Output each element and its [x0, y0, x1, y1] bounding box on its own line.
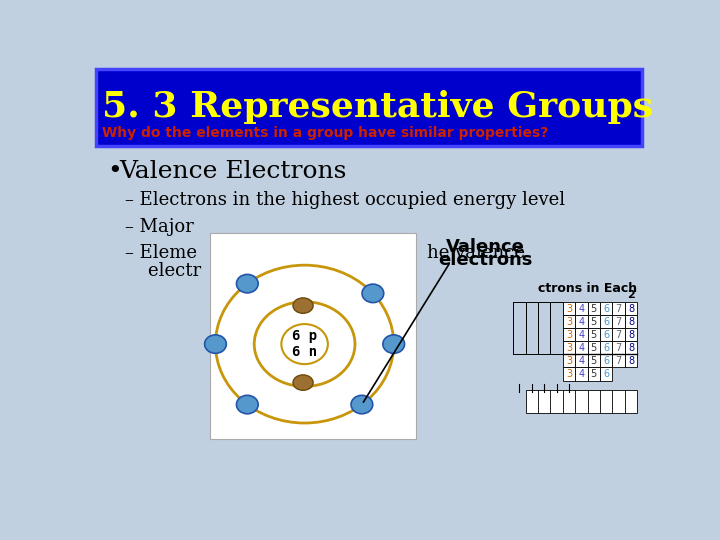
Text: he valence: he valence — [427, 244, 525, 262]
Text: 3: 3 — [566, 356, 572, 366]
Text: Valence Electrons: Valence Electrons — [120, 159, 347, 183]
Bar — [575, 354, 588, 367]
Text: 6: 6 — [603, 330, 609, 340]
Bar — [210, 233, 415, 439]
Text: 7: 7 — [616, 316, 621, 327]
Text: electr: electr — [125, 262, 201, 280]
Bar — [612, 302, 625, 315]
Text: 7: 7 — [616, 330, 621, 340]
Bar — [612, 354, 625, 367]
Ellipse shape — [204, 335, 226, 353]
Text: 5: 5 — [590, 303, 597, 314]
Bar — [563, 354, 575, 367]
Bar — [600, 302, 612, 315]
Text: 6 p
6 n: 6 p 6 n — [292, 329, 317, 359]
Ellipse shape — [383, 335, 405, 353]
Text: ctrons in Each: ctrons in Each — [538, 281, 637, 295]
Text: 6: 6 — [603, 316, 609, 327]
Ellipse shape — [362, 284, 384, 302]
Bar — [563, 302, 575, 315]
Bar — [563, 328, 575, 341]
Text: 5: 5 — [590, 356, 597, 366]
Text: 4: 4 — [578, 356, 585, 366]
Bar — [625, 328, 637, 341]
Bar — [575, 328, 588, 341]
Bar — [612, 315, 625, 328]
Bar — [575, 302, 588, 315]
Text: 8: 8 — [628, 356, 634, 366]
Text: – Major: – Major — [125, 218, 194, 235]
Text: 5: 5 — [590, 316, 597, 327]
Bar — [588, 341, 600, 354]
Text: 6: 6 — [603, 343, 609, 353]
Text: 3: 3 — [566, 316, 572, 327]
Ellipse shape — [293, 375, 313, 390]
Bar — [600, 315, 612, 328]
Bar — [600, 354, 612, 367]
Text: Why do the elements in a group have similar properties?: Why do the elements in a group have simi… — [102, 126, 549, 139]
Text: 4: 4 — [578, 369, 585, 379]
Ellipse shape — [351, 395, 373, 414]
Bar — [526, 390, 637, 413]
Bar — [588, 328, 600, 341]
Bar — [575, 341, 588, 354]
Bar — [600, 367, 612, 381]
Bar — [588, 302, 600, 315]
Text: – Electrons in the highest occupied energy level: – Electrons in the highest occupied ener… — [125, 191, 565, 210]
Text: 3: 3 — [566, 343, 572, 353]
Bar — [588, 367, 600, 381]
Bar — [563, 315, 575, 328]
Bar — [625, 315, 637, 328]
Bar — [575, 367, 588, 381]
Bar — [625, 354, 637, 367]
Bar — [625, 302, 637, 315]
Text: 8: 8 — [628, 343, 634, 353]
Ellipse shape — [236, 395, 258, 414]
Text: 5: 5 — [590, 369, 597, 379]
Ellipse shape — [236, 274, 258, 293]
Text: 8: 8 — [628, 330, 634, 340]
Text: 3: 3 — [566, 369, 572, 379]
Text: 5. 3 Representative Groups: 5. 3 Representative Groups — [102, 90, 654, 124]
Text: 7: 7 — [616, 303, 621, 314]
Text: 7: 7 — [616, 356, 621, 366]
Text: 4: 4 — [578, 303, 585, 314]
Bar — [612, 328, 625, 341]
Bar — [600, 341, 612, 354]
Text: 4: 4 — [578, 330, 585, 340]
Bar — [588, 354, 600, 367]
Text: 6: 6 — [603, 369, 609, 379]
Text: – Eleme: – Eleme — [125, 244, 197, 262]
Bar — [96, 69, 642, 146]
Text: electrons: electrons — [438, 252, 532, 269]
Ellipse shape — [293, 298, 313, 313]
Text: •: • — [107, 159, 122, 183]
Text: 3: 3 — [566, 330, 572, 340]
Text: 6: 6 — [603, 303, 609, 314]
Text: 5: 5 — [590, 330, 597, 340]
Bar — [588, 315, 600, 328]
Bar — [563, 367, 575, 381]
Bar — [625, 341, 637, 354]
Bar — [563, 341, 575, 354]
Text: 2: 2 — [627, 291, 635, 300]
Text: 4: 4 — [578, 343, 585, 353]
Text: 8: 8 — [628, 303, 634, 314]
Text: Valence: Valence — [446, 238, 525, 255]
Bar — [612, 341, 625, 354]
Text: 8: 8 — [628, 316, 634, 327]
Text: 3: 3 — [566, 303, 572, 314]
Text: 7: 7 — [616, 343, 621, 353]
Bar — [575, 315, 588, 328]
Bar — [600, 328, 612, 341]
Text: 5: 5 — [590, 343, 597, 353]
Ellipse shape — [282, 324, 328, 364]
Text: 6: 6 — [603, 356, 609, 366]
Text: 4: 4 — [578, 316, 585, 327]
